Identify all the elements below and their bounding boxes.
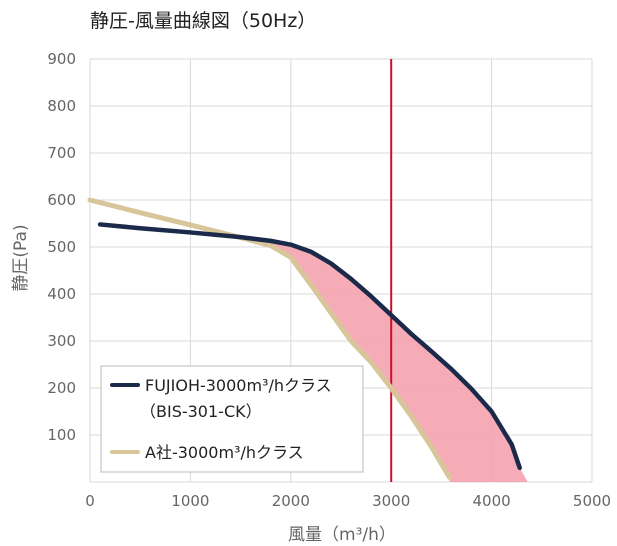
legend: FUJIOH-3000m³/hクラス （BIS-301-CK） A社-3000m… [100, 365, 364, 473]
y-tick-label: 900 [47, 50, 76, 68]
y-tick-label: 300 [47, 332, 76, 350]
y-tick-label: 400 [47, 285, 76, 303]
y-tick-label: 700 [47, 144, 76, 162]
x-tick-label: 3000 [372, 492, 410, 510]
series-line-a-sha [87, 197, 452, 480]
fill-between-area [270, 240, 528, 482]
x-tick-label: 4000 [473, 492, 511, 510]
y-tick-label: 200 [47, 379, 76, 397]
y-tick-label: 100 [47, 426, 76, 444]
x-tick-label: 0 [85, 492, 95, 510]
x-tick-label: 1000 [171, 492, 209, 510]
x-tick-label: 2000 [272, 492, 310, 510]
chart-title: 静圧-風量曲線図（50Hz） [90, 10, 317, 32]
legend-label-fujioh: FUJIOH-3000m³/hクラス [145, 376, 332, 395]
legend-label-a-sha: A社-3000m³/hクラス [145, 443, 304, 462]
series-group [87, 197, 522, 480]
y-axis-label: 静圧(Pa) [11, 224, 31, 291]
y-tick-label: 500 [47, 238, 76, 256]
x-axis-label: 風量（m³/h） [288, 525, 396, 545]
series-line-fujioh [97, 222, 522, 471]
legend-label-fujioh-model: （BIS-301-CK） [140, 402, 262, 421]
legend-box [100, 365, 364, 473]
x-tick-label: 5000 [573, 492, 611, 510]
y-tick-label: 800 [47, 97, 76, 115]
y-tick-label: 600 [47, 191, 76, 209]
y-tick-labels: 100 200 300 400 500 600 700 800 900 [47, 50, 76, 444]
x-tick-labels: 0 1000 2000 3000 4000 5000 [85, 492, 611, 510]
fill-between-region [270, 240, 528, 482]
